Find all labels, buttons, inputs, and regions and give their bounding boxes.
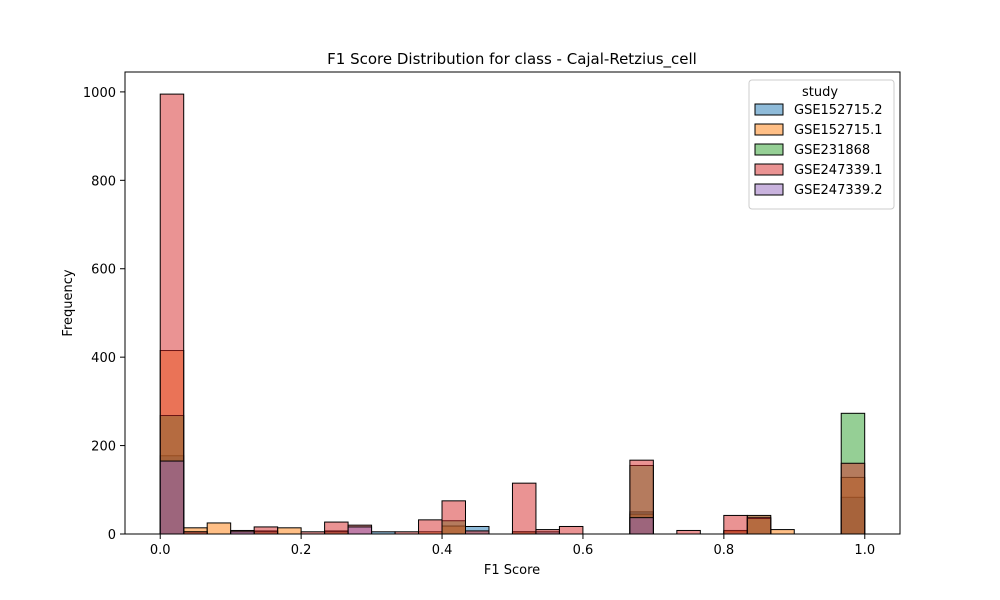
histogram-bar: [511, 482, 537, 535]
histogram-bar: [535, 529, 560, 535]
x-axis: 0.0 0.2 0.4 0.6 0.8 1.0: [150, 534, 875, 558]
legend: study GSE152715.2GSE152715.1GSE231868GSE…: [748, 79, 895, 210]
x-tick-label: 0.0: [150, 543, 171, 558]
x-tick-label: 0.2: [291, 543, 312, 558]
histogram-bar: [253, 526, 279, 535]
y-tick-label: 0: [108, 528, 116, 543]
chart-title: F1 Score Distribution for class - Cajal-…: [327, 50, 697, 69]
histogram-bar: [324, 521, 349, 535]
x-tick-label: 0.4: [432, 543, 453, 558]
y-axis-label: Frequency: [61, 269, 76, 336]
axes-frame: [124, 71, 901, 535]
legend-swatch: [754, 123, 784, 136]
histogram-bar: [746, 516, 772, 535]
bars-layer: [159, 93, 866, 535]
legend-label: GSE152715.2: [794, 103, 883, 118]
histogram-bar: [770, 529, 795, 535]
x-tick-label: 0.6: [573, 543, 594, 558]
legend-title: study: [802, 85, 838, 100]
y-tick-label: 1000: [83, 86, 116, 101]
histogram-bar: [840, 462, 866, 535]
y-tick-label: 400: [91, 351, 116, 366]
histogram-bar: [159, 460, 185, 535]
legend-box: [748, 79, 895, 210]
y-tick-label: 200: [91, 440, 116, 455]
legend-swatch: [754, 163, 784, 176]
histogram-bar: [206, 522, 232, 535]
histogram-bar: [347, 526, 373, 535]
histogram-bar: [676, 529, 701, 535]
histogram-bar: [418, 519, 443, 535]
histogram-bar: [441, 500, 466, 535]
y-axis: 0 200 400 600 800 1000: [83, 86, 125, 543]
x-tick-label: 1.0: [854, 543, 875, 558]
x-tick-label: 0.8: [714, 543, 735, 558]
legend-items: GSE152715.2 GSE152715.1 GSE231868 GSE247339…: [754, 103, 883, 198]
legend-label: GSE152715.1: [794, 123, 883, 138]
histogram-bar: [277, 527, 302, 535]
x-axis-label: F1 Score: [484, 563, 540, 578]
histogram-bar: [629, 517, 654, 535]
y-tick-label: 600: [91, 263, 116, 278]
legend-label: GSE247339.2: [794, 183, 883, 198]
histogram-bar: [723, 514, 748, 535]
legend-swatch: [754, 183, 784, 196]
y-tick-label: 800: [91, 174, 116, 189]
legend-label: GSE247339.1: [794, 163, 883, 178]
histogram-bar: [558, 525, 584, 535]
legend-swatch: [754, 143, 784, 156]
legend-swatch: [754, 103, 784, 116]
legend-label: GSE231868: [794, 143, 870, 158]
